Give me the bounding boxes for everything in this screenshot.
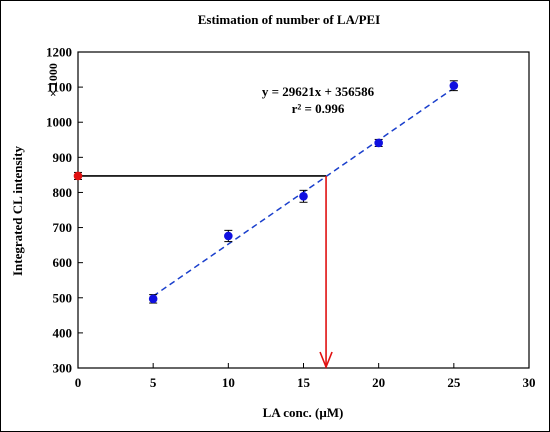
data-point xyxy=(148,294,158,304)
fit-equation: y = 29621x + 356586 xyxy=(262,84,375,99)
unknown-arrow-head xyxy=(319,351,333,370)
unknown-point xyxy=(73,171,83,181)
y-multiplier-label: × 1000 xyxy=(46,63,60,97)
y-tick-label: 600 xyxy=(53,255,73,270)
data-point xyxy=(299,192,308,201)
chart-title: Estimation of number of LA/PEI xyxy=(198,12,381,27)
x-tick-label: 30 xyxy=(523,375,536,390)
y-tick-label: 800 xyxy=(53,185,73,200)
y-tick-label: 1100 xyxy=(47,80,72,95)
x-tick-label: 0 xyxy=(75,375,82,390)
x-tick-label: 5 xyxy=(150,375,157,390)
x-tick-label: 15 xyxy=(297,375,311,390)
data-point xyxy=(224,231,233,241)
plot-area: 0 5 10 15 20 25 30 300 400 500 600 700 800 900 1000 110… xyxy=(46,45,536,391)
y-tick-label: 1000 xyxy=(46,115,72,130)
data-point xyxy=(374,138,383,148)
plot-frame xyxy=(77,51,530,369)
y-tick-label: 900 xyxy=(53,150,73,165)
y-tick-label: 500 xyxy=(53,290,73,305)
y-tick-label: 400 xyxy=(53,325,73,340)
y-tick-label: 700 xyxy=(53,220,73,235)
y-axis-label: Integrated CL intensity xyxy=(10,146,25,277)
data-point xyxy=(449,81,459,91)
y-tick-label: 300 xyxy=(53,361,73,376)
fit-r2: r² = 0.996 xyxy=(292,101,345,116)
x-tick-label: 25 xyxy=(447,375,461,390)
y-tick-label: 1200 xyxy=(46,45,72,60)
x-tick-label: 20 xyxy=(372,375,385,390)
x-axis-label: LA conc. (μM) xyxy=(263,405,344,420)
x-tick-label: 10 xyxy=(222,375,235,390)
